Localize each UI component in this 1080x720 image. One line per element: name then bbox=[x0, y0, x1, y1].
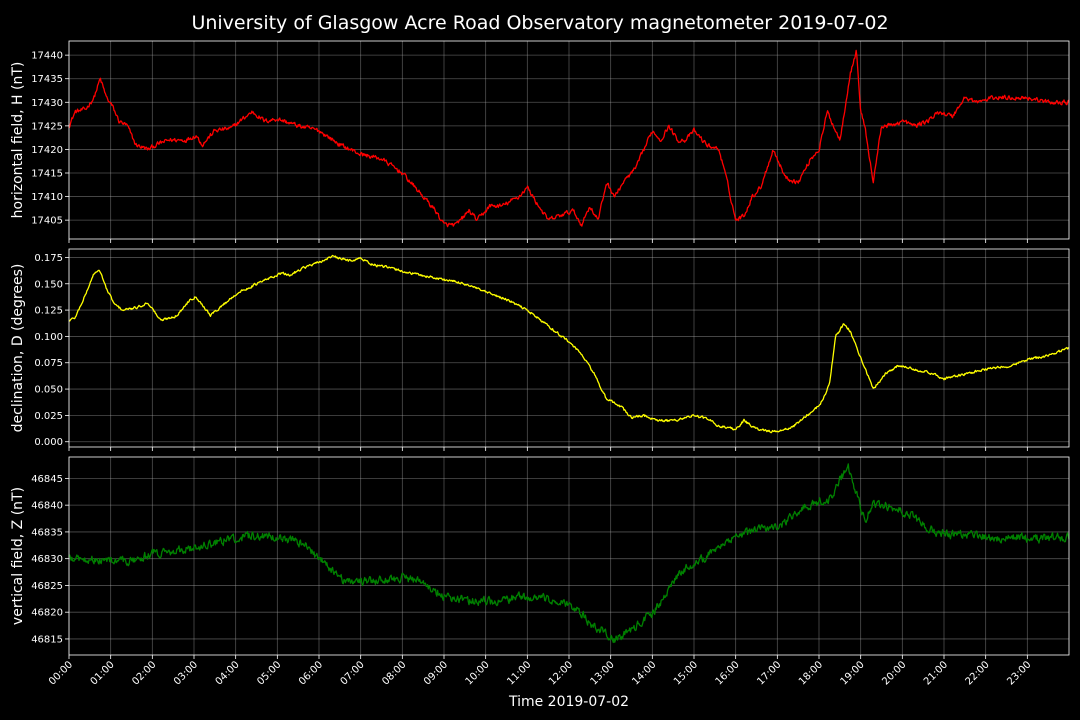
y-tick-label: 46845 bbox=[31, 474, 63, 485]
y-axis-label-3: vertical field, Z (nT) bbox=[10, 487, 26, 625]
y-tick-label: 17430 bbox=[31, 98, 63, 109]
y-tick-label: 46835 bbox=[31, 527, 63, 538]
y-tick-label: 46840 bbox=[31, 501, 63, 512]
y-tick-label: 0.150 bbox=[34, 279, 63, 290]
y-tick-label: 0.025 bbox=[34, 411, 63, 422]
y-tick-label: 46825 bbox=[31, 581, 63, 592]
y-tick-label: 17405 bbox=[31, 216, 63, 227]
y-tick-label: 46815 bbox=[31, 634, 63, 645]
y-tick-label: 0.125 bbox=[34, 306, 63, 317]
x-axis-label: Time 2019-07-02 bbox=[508, 694, 629, 710]
y-tick-label: 0.175 bbox=[34, 253, 63, 264]
y-tick-label: 17435 bbox=[31, 74, 63, 85]
y-tick-label: 17410 bbox=[31, 192, 63, 203]
y-tick-label: 17420 bbox=[31, 145, 63, 156]
series-line-2 bbox=[68, 254, 1070, 434]
y-tick-label: 17440 bbox=[31, 51, 63, 62]
y-tick-label: 46830 bbox=[31, 554, 63, 565]
series-line-1 bbox=[68, 49, 1070, 228]
y-axis-label-2: declination, D (degrees) bbox=[10, 264, 26, 433]
y-tick-label: 17415 bbox=[31, 169, 63, 180]
series-line-3 bbox=[68, 463, 1070, 644]
y-tick-label: 0.050 bbox=[34, 385, 63, 396]
chart-title: University of Glasgow Acre Road Observat… bbox=[191, 12, 888, 34]
y-tick-label: 0.000 bbox=[34, 437, 63, 448]
y-axis-label-1: horizontal field, H (nT) bbox=[10, 62, 26, 219]
y-tick-label: 17425 bbox=[31, 121, 63, 132]
y-tick-label: 46820 bbox=[31, 608, 63, 619]
y-tick-label: 0.100 bbox=[34, 332, 63, 343]
y-tick-label: 0.075 bbox=[34, 358, 63, 369]
